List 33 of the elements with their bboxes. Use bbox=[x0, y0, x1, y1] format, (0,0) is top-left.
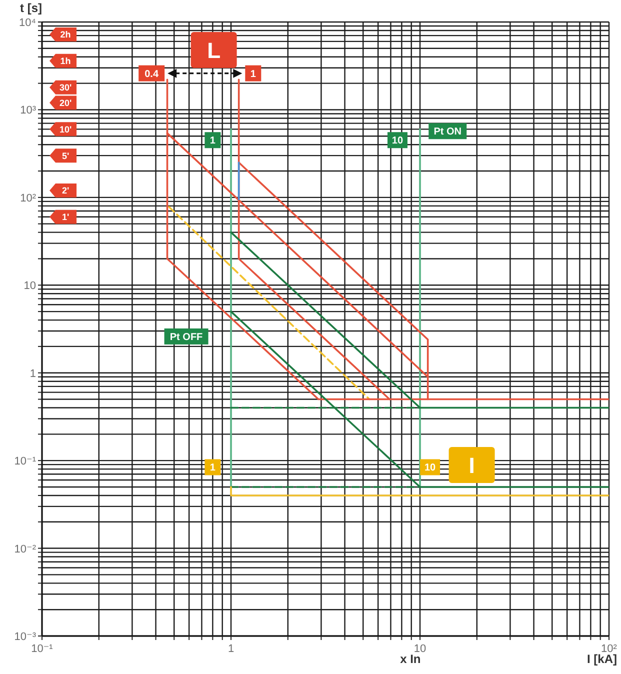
text: x In bbox=[400, 652, 421, 666]
annotation: 10 bbox=[424, 462, 436, 474]
annotation: 2' bbox=[62, 186, 70, 196]
annotation: 1 bbox=[210, 136, 216, 147]
y-tick-label: 10² bbox=[20, 192, 36, 204]
y-tick-label: 10⁻² bbox=[14, 543, 36, 556]
annotation: I bbox=[468, 453, 475, 478]
x-axis-title: I [kA] bbox=[587, 652, 618, 666]
annotation: 10 bbox=[392, 136, 404, 147]
annotation: Pt ON bbox=[434, 126, 462, 138]
annotation: 0.4 bbox=[144, 68, 159, 80]
y-tick-label: 10⁻³ bbox=[14, 631, 36, 643]
annotation: 1 bbox=[210, 462, 216, 474]
y-tick-label: 10⁻¹ bbox=[14, 456, 36, 468]
annotation: 20' bbox=[59, 98, 72, 108]
annotation: Pt OFF bbox=[170, 332, 203, 343]
annotation: 5' bbox=[62, 150, 70, 161]
annotation: 10' bbox=[59, 124, 72, 134]
y-tick-label: 10⁴ bbox=[19, 17, 36, 29]
y-tick-label: 10 bbox=[24, 280, 36, 292]
y-tick-label: 1 bbox=[30, 368, 36, 380]
annotation: 1h bbox=[60, 56, 71, 66]
annotation: 30' bbox=[59, 82, 72, 93]
annotation: 2h bbox=[60, 30, 71, 40]
annotation: L bbox=[207, 38, 221, 63]
x-tick-label: 10⁻¹ bbox=[31, 643, 54, 655]
annotation: 1' bbox=[62, 212, 70, 222]
x-tick-label: 1 bbox=[228, 643, 234, 655]
x-tick-label: 10² bbox=[601, 643, 618, 655]
y-axis-title: t [s] bbox=[20, 1, 42, 15]
y-tick-label: 10³ bbox=[20, 104, 36, 117]
annotation: 1 bbox=[250, 68, 256, 80]
x-tick-label: 10 bbox=[414, 643, 426, 655]
